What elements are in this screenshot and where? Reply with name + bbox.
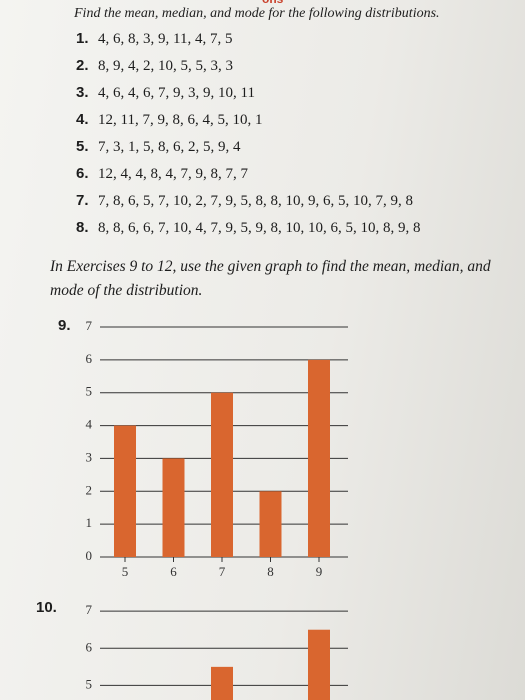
heading-fragment: ons	[262, 0, 283, 6]
exercise: 2. 8, 9, 4, 2, 10, 5, 5, 3, 3	[76, 57, 233, 75]
bar	[114, 425, 136, 557]
bar	[308, 359, 330, 557]
y-tick-label: 6	[86, 639, 93, 654]
exercise-values: 12, 4, 4, 8, 4, 7, 9, 8, 7, 7	[98, 166, 248, 182]
y-tick-label: 7	[86, 318, 93, 333]
graph-number: 9.	[58, 317, 71, 334]
y-tick-label: 0	[86, 548, 93, 563]
y-tick-label: 4	[86, 417, 93, 432]
x-tick-label: 7	[219, 564, 226, 579]
exercise-number: 6.	[76, 165, 89, 182]
y-tick-label: 1	[86, 515, 93, 530]
exercise-values: 4, 6, 8, 3, 9, 11, 4, 7, 5	[98, 31, 233, 47]
y-tick-label: 6	[86, 351, 93, 366]
bar	[211, 392, 233, 557]
exercise-values: 12, 11, 7, 9, 8, 6, 4, 5, 10, 1	[98, 112, 263, 128]
x-tick-label: 8	[267, 564, 274, 579]
section-instruction: In Exercises 9 to 12, use the given grap…	[50, 258, 491, 299]
x-tick-label: 5	[122, 564, 129, 579]
exercise: 6. 12, 4, 4, 8, 4, 7, 9, 8, 7, 7	[76, 165, 248, 183]
x-tick-label: 6	[170, 564, 177, 579]
exercise-values: 4, 6, 4, 6, 7, 9, 3, 9, 10, 11	[98, 85, 255, 101]
instruction: Find the mean, median, and mode for the …	[74, 6, 440, 21]
exercise: 1. 4, 6, 8, 3, 9, 11, 4, 7, 5	[76, 30, 232, 48]
exercise-number: 7.	[76, 192, 89, 209]
exercise-number: 5.	[76, 138, 89, 155]
exercise-number: 1.	[76, 30, 89, 47]
exercise: 5. 7, 3, 1, 5, 8, 6, 2, 5, 9, 4	[76, 138, 241, 156]
exercise-values: 7, 3, 1, 5, 8, 6, 2, 5, 9, 4	[98, 139, 241, 155]
bar	[308, 629, 330, 700]
exercise: 3. 4, 6, 4, 6, 7, 9, 3, 9, 10, 11	[76, 84, 255, 102]
exercise-number: 3.	[76, 84, 89, 101]
exercise-values: 7, 8, 6, 5, 7, 10, 2, 7, 9, 5, 8, 8, 10,…	[98, 193, 413, 209]
y-tick-label: 5	[86, 676, 93, 691]
y-tick-label: 2	[86, 482, 93, 497]
y-tick-label: 7	[86, 602, 93, 617]
exercise-number: 2.	[76, 57, 89, 74]
exercise-values: 8, 9, 4, 2, 10, 5, 5, 3, 3	[98, 58, 233, 74]
exercise: 4. 12, 11, 7, 9, 8, 6, 4, 5, 10, 1	[76, 111, 262, 129]
y-tick-label: 3	[86, 449, 93, 464]
x-tick-label: 9	[316, 564, 323, 579]
y-tick-label: 5	[86, 384, 93, 399]
exercise-number: 8.	[76, 219, 89, 236]
exercise: 7. 7, 8, 6, 5, 7, 10, 2, 7, 9, 5, 8, 8, 1…	[76, 192, 413, 210]
bar	[162, 458, 185, 557]
bar	[259, 491, 282, 557]
exercise-values: 8, 8, 6, 6, 7, 10, 4, 7, 9, 5, 9, 8, 10,…	[98, 220, 421, 236]
exercise-number: 4.	[76, 111, 89, 128]
bar	[211, 666, 233, 700]
graph-number: 10.	[36, 599, 57, 616]
exercise: 8. 8, 8, 6, 6, 7, 10, 4, 7, 9, 5, 9, 8, 1…	[76, 219, 421, 237]
